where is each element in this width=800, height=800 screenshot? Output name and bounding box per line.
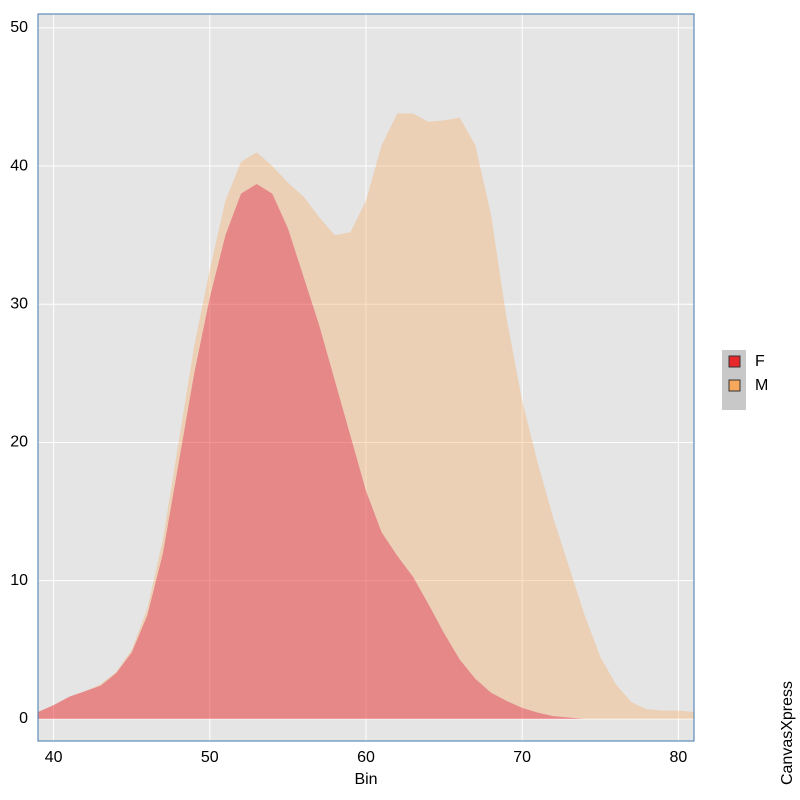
legend-label: F [755,353,765,370]
y-tick-label: 20 [10,434,28,451]
legend-label: M [755,377,768,394]
area [38,184,694,719]
area [38,113,694,719]
x-tick-label: 40 [45,749,63,766]
y-tick-label: 50 [10,19,28,36]
x-tick-label: 70 [513,749,531,766]
y-tick-label: 40 [10,157,28,174]
y-tick-label: 0 [19,710,28,727]
legend-swatch [728,355,741,368]
areas [38,113,694,719]
labels: 0 10 20 30 40 50 40 50 60 70 80 [10,19,687,766]
watermark: CanvasXpress [779,681,796,785]
y-tick-label: 30 [10,295,28,312]
x-tick-label: 80 [669,749,687,766]
x-tick-label: 50 [201,749,219,766]
x-axis-label: Bin [354,771,377,788]
legend-swatch [728,379,741,392]
y-tick-label: 10 [10,572,28,589]
x-tick-label: 60 [357,749,375,766]
legend: FM [722,350,768,410]
plot-border [37,13,695,742]
